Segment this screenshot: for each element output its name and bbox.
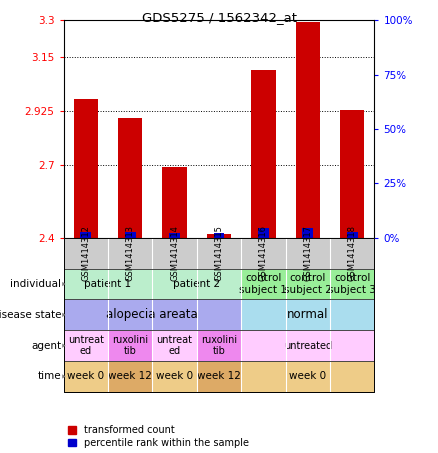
Bar [258,228,269,238]
Bar [74,99,98,238]
Text: individual: individual [11,279,61,289]
Text: patient 2: patient 2 [173,279,220,289]
Text: GSM1414318: GSM1414318 [348,225,357,281]
Bar [118,118,142,238]
Bar [347,232,358,238]
Text: alopecia areata: alopecia areata [106,308,198,321]
Text: week 0: week 0 [156,371,193,381]
Text: untreat
ed: untreat ed [156,335,193,357]
Text: week 12: week 12 [108,371,152,381]
Bar [296,22,320,238]
Text: GSM1414315: GSM1414315 [215,225,223,281]
Text: GSM1414314: GSM1414314 [170,225,179,281]
Text: week 0: week 0 [289,371,326,381]
Bar [213,233,225,238]
Bar [340,110,364,238]
Bar [125,232,136,238]
Bar [162,167,187,238]
Text: patient 1: patient 1 [85,279,131,289]
Text: GSM1414317: GSM1414317 [304,225,312,281]
Bar [302,228,313,238]
Text: ruxolini
tib: ruxolini tib [201,335,237,357]
Bar [251,70,276,238]
Text: agent: agent [31,341,61,351]
Text: week 0: week 0 [67,371,104,381]
Text: control
subject 1: control subject 1 [240,273,287,295]
Text: control
subject 2: control subject 2 [284,273,332,295]
Text: week 12: week 12 [197,371,241,381]
Text: untreated: untreated [284,341,332,351]
Bar [169,233,180,238]
Text: untreat
ed: untreat ed [68,335,104,357]
Text: ruxolini
tib: ruxolini tib [112,335,148,357]
Bar [207,234,231,238]
Text: normal: normal [287,308,328,321]
Text: control
subject 3: control subject 3 [328,273,376,295]
Text: GSM1414313: GSM1414313 [126,225,134,281]
Text: GSM1414316: GSM1414316 [259,225,268,281]
Legend: transformed count, percentile rank within the sample: transformed count, percentile rank withi… [68,425,249,448]
Text: disease state: disease state [0,310,61,320]
Text: GSM1414312: GSM1414312 [81,225,90,281]
Text: time: time [38,371,61,381]
Text: GDS5275 / 1562342_at: GDS5275 / 1562342_at [141,11,297,24]
Bar [80,232,91,238]
